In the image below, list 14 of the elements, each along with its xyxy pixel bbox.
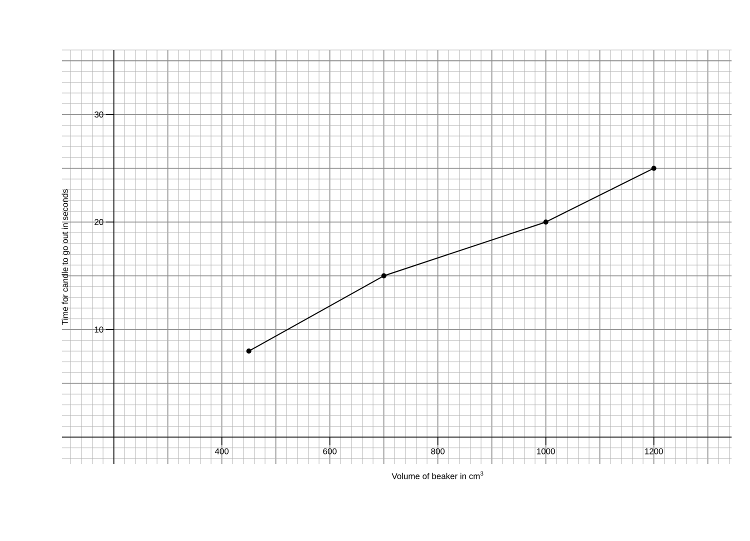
x-tick-label: 600 [323,448,337,454]
point [651,166,656,171]
y-tick-label: 20 [94,219,104,226]
point [381,273,386,278]
x-tick-label: 400 [214,448,229,454]
point [246,348,252,354]
y-tick-label: 30 [94,112,104,118]
point [543,220,548,225]
x-tick-label: 1000 [537,448,555,454]
y-axis-title: Time for candle to go out in seconds [62,189,70,325]
x-tick-label: 800 [431,448,445,454]
x-tick-label: 1200 [645,448,663,454]
x-axis-title: Volume of beaker in cm$^{3}$ [392,471,484,480]
y-tick-label: 10 [94,326,104,333]
